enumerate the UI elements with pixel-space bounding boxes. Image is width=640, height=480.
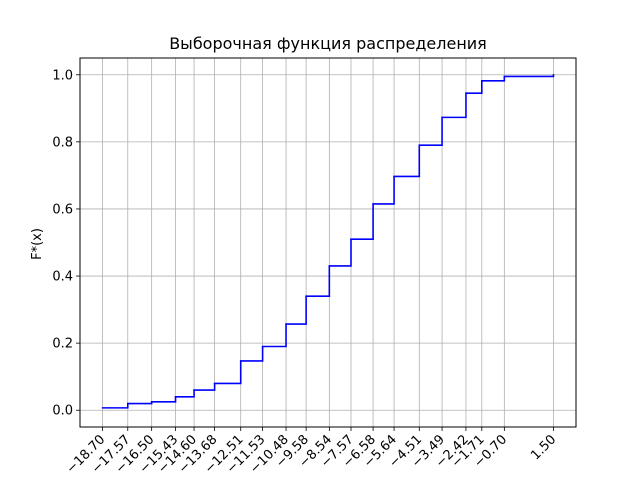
ecdf-step-point xyxy=(239,360,242,362)
grid-layer xyxy=(80,58,576,427)
chart-title: Выборочная функция распределения xyxy=(169,34,487,53)
ecdf-step-point xyxy=(481,80,483,82)
y-tick-label: 0.0 xyxy=(52,404,73,419)
y-tick-label: 0.8 xyxy=(52,135,73,150)
ecdf-step-point xyxy=(503,75,506,78)
ecdf-step-point xyxy=(174,396,177,398)
ecdf-step-point xyxy=(261,345,264,348)
ecdf-step-point xyxy=(441,116,443,119)
plot-frame xyxy=(79,57,577,428)
y-tick-label: 0.2 xyxy=(52,337,73,352)
ecdf-step-point xyxy=(126,402,129,405)
ecdf-step-point xyxy=(285,323,287,325)
ecdf-step-point xyxy=(213,382,216,385)
ecdf-step-point xyxy=(465,92,467,95)
ecdf-step-point xyxy=(101,407,104,409)
ecdf-step-point xyxy=(150,401,153,403)
ecdf-step-point xyxy=(193,389,195,391)
ecdf-step-point xyxy=(328,265,331,267)
y-tick-label: 0.6 xyxy=(52,202,73,217)
ecdf-step-point xyxy=(350,238,352,240)
ecdf-step-point xyxy=(393,175,395,178)
y-tick-label: 1.0 xyxy=(52,68,73,83)
y-tick-label: 0.4 xyxy=(52,270,73,285)
y-axis-label: F*(x) xyxy=(30,228,45,260)
ecdf-step-line xyxy=(102,74,555,409)
series-layer xyxy=(101,73,555,409)
ecdf-step-point xyxy=(305,295,307,297)
ecdf-step-point xyxy=(372,203,374,205)
ecdf-step-point xyxy=(552,73,555,76)
ecdf-step-point xyxy=(418,144,421,147)
